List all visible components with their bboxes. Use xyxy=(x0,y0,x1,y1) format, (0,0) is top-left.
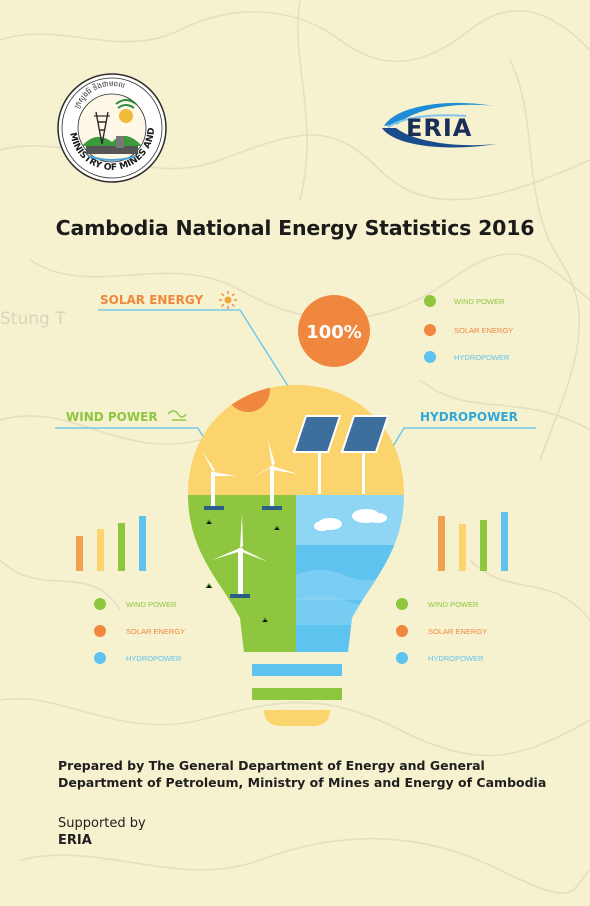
wind-icon xyxy=(167,410,187,421)
right-bar-1 xyxy=(438,516,445,571)
eria-logo: ERIA xyxy=(382,102,496,148)
energy-infographic: SOLAR ENERGY WIND POWER HYDROPOWER 100% … xyxy=(55,291,536,726)
report-title: Cambodia National Energy Statistics 2016 xyxy=(55,216,535,240)
supported-by-label: Supported by xyxy=(58,816,146,831)
legend-top: WIND POWER SOLAR ENERGY HYDROPOWER xyxy=(424,295,513,363)
legend-top-wind: WIND POWER xyxy=(454,297,505,306)
wind-callout-line xyxy=(55,427,211,449)
left-bar-2 xyxy=(97,529,104,571)
cloud-icon xyxy=(314,509,387,531)
legend-left-hydro: HYDROPOWER xyxy=(126,654,182,663)
legend-left-wind: WIND POWER xyxy=(126,600,177,609)
right-bar-chart xyxy=(438,512,508,571)
legend-top-hydro: HYDROPOWER xyxy=(454,353,510,362)
percent-circle xyxy=(298,295,370,367)
solar-panel-icon xyxy=(292,415,390,494)
legend-left-solar: SOLAR ENERGY xyxy=(126,627,185,636)
bulb-base-ring-1 xyxy=(252,664,342,676)
supported-by-org: ERIA xyxy=(58,833,92,848)
eria-logo-text: ERIA xyxy=(406,114,472,142)
solar-callout-line xyxy=(98,309,289,387)
left-bar-3 xyxy=(118,523,125,571)
light-bulb xyxy=(188,385,404,726)
legend-right-solar: SOLAR ENERGY xyxy=(428,627,487,636)
right-bar-2 xyxy=(459,524,466,571)
right-bar-3 xyxy=(480,520,487,571)
prepared-by-text: Prepared by The General Department of En… xyxy=(58,758,547,790)
grass-marks xyxy=(205,519,281,623)
legend-top-solar: SOLAR ENERGY xyxy=(454,326,513,335)
percent-value: 100% xyxy=(306,322,362,343)
legend-right: WIND POWER SOLAR ENERGY HYDROPOWER xyxy=(396,598,487,664)
bulb-base-ring-2 xyxy=(252,688,342,700)
bulb-sun xyxy=(226,385,270,412)
map-place-label: Stung T xyxy=(0,309,66,329)
left-bar-1 xyxy=(76,536,83,571)
legend-right-wind: WIND POWER xyxy=(428,600,479,609)
wind-power-label: WIND POWER xyxy=(66,410,158,424)
legend-left: WIND POWER SOLAR ENERGY HYDROPOWER xyxy=(94,598,185,664)
legend-right-hydro: HYDROPOWER xyxy=(428,654,484,663)
supported-by-block: Supported by ERIA xyxy=(58,815,146,849)
solar-energy-label: SOLAR ENERGY xyxy=(100,293,203,307)
left-bar-4 xyxy=(139,516,146,571)
hydropower-label: HYDROPOWER xyxy=(420,410,518,424)
wind-turbine-icon xyxy=(196,440,298,598)
ministry-seal-logo: ក្រសួងរ៉ែ និងថាមពល MINISTRY OF MINES AND… xyxy=(56,72,167,183)
bulb-base-tip xyxy=(264,710,330,726)
hydro-callout-line xyxy=(391,427,536,449)
left-bar-chart xyxy=(76,516,146,571)
sun-icon xyxy=(219,291,237,309)
right-bar-4 xyxy=(501,512,508,571)
